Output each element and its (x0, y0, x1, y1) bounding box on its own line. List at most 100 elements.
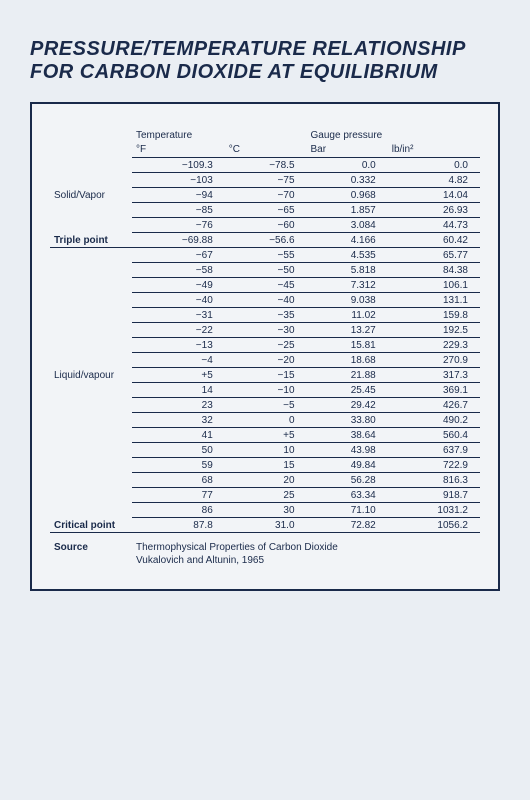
cell-c: −40 (225, 293, 307, 308)
cell-bar: 0.968 (307, 188, 388, 203)
cell-bar: 1.857 (307, 203, 388, 218)
table-row: 863071.101031.2 (50, 503, 480, 518)
cell-c: −25 (225, 338, 307, 353)
table-row: −22−3013.27192.5 (50, 323, 480, 338)
cell-f: −49 (132, 278, 225, 293)
source-row: SourceThermophysical Properties of Carbo… (50, 533, 480, 569)
page-title: PRESSURE/TEMPERATURE RELATIONSHIP FOR CA… (0, 0, 530, 102)
cell-f: 86 (132, 503, 225, 518)
section-label: Critical point (50, 518, 132, 533)
table-row: −76−603.08444.73 (50, 218, 480, 233)
table-row: 772563.34918.7 (50, 488, 480, 503)
cell-bar: 43.98 (307, 443, 388, 458)
cell-c: −65 (225, 203, 307, 218)
cell-psi: 490.2 (388, 413, 480, 428)
cell-psi: 317.3 (388, 368, 480, 383)
table-row: 501043.98637.9 (50, 443, 480, 458)
table-row: −58−505.81884.38 (50, 263, 480, 278)
cell-bar: 15.81 (307, 338, 388, 353)
cell-bar: 4.535 (307, 248, 388, 263)
cell-f: −85 (132, 203, 225, 218)
header-group-row: Temperature Gauge pressure (50, 128, 480, 143)
cell-f: −69.88 (132, 233, 225, 248)
cell-c: −20 (225, 353, 307, 368)
cell-psi: 270.9 (388, 353, 480, 368)
cell-bar: 49.84 (307, 458, 388, 473)
table-row: 682056.28816.3 (50, 473, 480, 488)
section-label: Solid/Vapor (50, 188, 132, 203)
cell-bar: 0.0 (307, 158, 388, 173)
cell-psi: 1056.2 (388, 518, 480, 533)
cell-psi: 4.82 (388, 173, 480, 188)
cell-psi: 722.9 (388, 458, 480, 473)
source-label: Source (50, 533, 132, 569)
cell-c: −50 (225, 263, 307, 278)
cell-f: 68 (132, 473, 225, 488)
cell-c: −35 (225, 308, 307, 323)
cell-bar: 56.28 (307, 473, 388, 488)
cell-c: −30 (225, 323, 307, 338)
cell-bar: 72.82 (307, 518, 388, 533)
table-row: −13−2515.81229.3 (50, 338, 480, 353)
cell-c: −5 (225, 398, 307, 413)
cell-psi: 918.7 (388, 488, 480, 503)
cell-bar: 71.10 (307, 503, 388, 518)
table-row: Critical point87.831.072.821056.2 (50, 518, 480, 533)
cell-f: 87.8 (132, 518, 225, 533)
table-row: Liquid/vapour+5−1521.88317.3 (50, 368, 480, 383)
cell-psi: 65.77 (388, 248, 480, 263)
cell-bar: 29.42 (307, 398, 388, 413)
col-f: °F (132, 143, 225, 158)
cell-psi: 44.73 (388, 218, 480, 233)
cell-psi: 560.4 (388, 428, 480, 443)
cell-c: −60 (225, 218, 307, 233)
cell-f: −13 (132, 338, 225, 353)
cell-bar: 7.312 (307, 278, 388, 293)
section-label: Triple point (50, 233, 132, 248)
table-row: −103−750.3324.82 (50, 173, 480, 188)
cell-c: −10 (225, 383, 307, 398)
cell-psi: 816.3 (388, 473, 480, 488)
cell-psi: 0.0 (388, 158, 480, 173)
cell-bar: 0.332 (307, 173, 388, 188)
cell-psi: 369.1 (388, 383, 480, 398)
cell-f: −4 (132, 353, 225, 368)
cell-psi: 1031.2 (388, 503, 480, 518)
cell-bar: 3.084 (307, 218, 388, 233)
table-row: Triple point−69.88−56.64.16660.42 (50, 233, 480, 248)
cell-bar: 18.68 (307, 353, 388, 368)
data-frame: Temperature Gauge pressure °F °C Bar lb/… (30, 102, 500, 591)
cell-c: 10 (225, 443, 307, 458)
table-row: −109.3−78.50.00.0 (50, 158, 480, 173)
cell-f: 50 (132, 443, 225, 458)
cell-bar: 11.02 (307, 308, 388, 323)
cell-c: −56.6 (225, 233, 307, 248)
table-row: 41+538.64560.4 (50, 428, 480, 443)
pressure-header: Gauge pressure (307, 128, 480, 143)
section-label: Liquid/vapour (50, 368, 132, 383)
table-row: 23−529.42426.7 (50, 398, 480, 413)
cell-bar: 25.45 (307, 383, 388, 398)
cell-psi: 159.8 (388, 308, 480, 323)
header-unit-row: °F °C Bar lb/in² (50, 143, 480, 158)
cell-f: 77 (132, 488, 225, 503)
cell-c: −70 (225, 188, 307, 203)
cell-psi: 426.7 (388, 398, 480, 413)
col-bar: Bar (307, 143, 388, 158)
table-row: Solid/Vapor−94−700.96814.04 (50, 188, 480, 203)
col-psi: lb/in² (388, 143, 480, 158)
table-row: −67−554.53565.77 (50, 248, 480, 263)
data-table: Temperature Gauge pressure °F °C Bar lb/… (50, 128, 480, 569)
temp-header: Temperature (132, 128, 307, 143)
table-row: −40−409.038131.1 (50, 293, 480, 308)
cell-c: −55 (225, 248, 307, 263)
cell-c: 0 (225, 413, 307, 428)
cell-c: −78.5 (225, 158, 307, 173)
source-text: Thermophysical Properties of Carbon Diox… (132, 533, 480, 569)
cell-bar: 5.818 (307, 263, 388, 278)
cell-bar: 63.34 (307, 488, 388, 503)
cell-bar: 33.80 (307, 413, 388, 428)
cell-c: −15 (225, 368, 307, 383)
cell-psi: 229.3 (388, 338, 480, 353)
table-row: −4−2018.68270.9 (50, 353, 480, 368)
